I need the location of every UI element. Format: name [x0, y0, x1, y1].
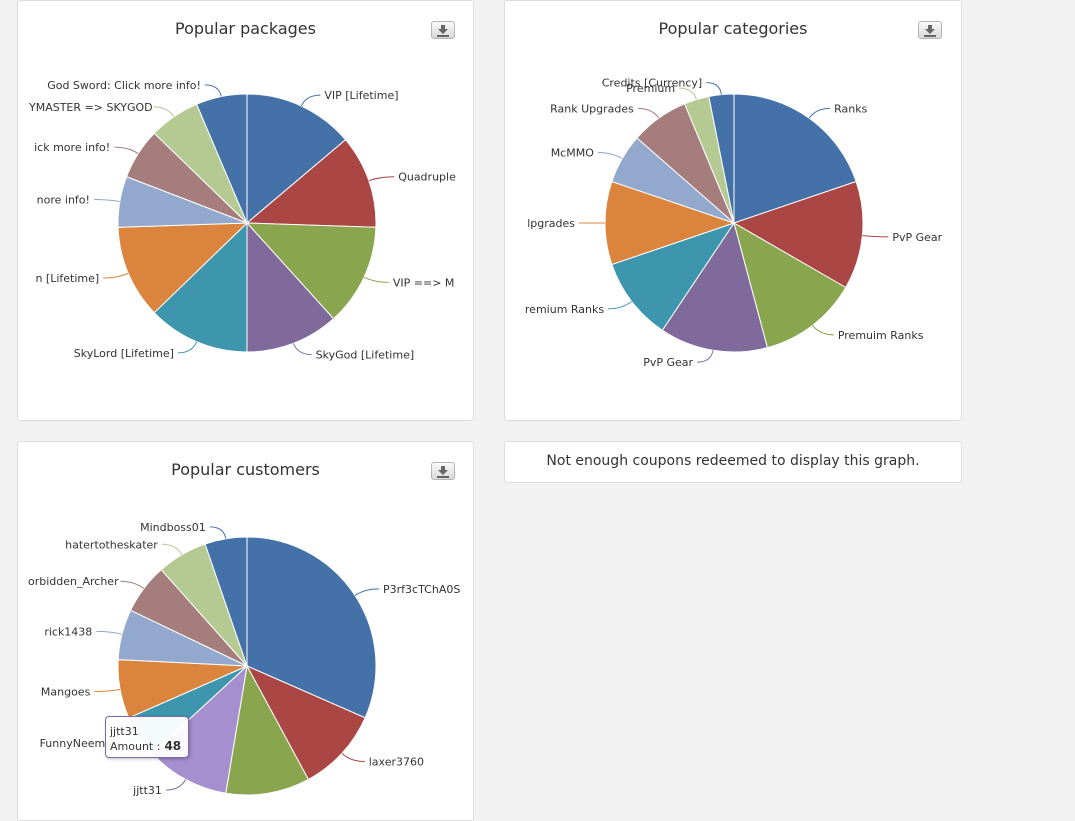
customers-label-4: FunnyNeems — [40, 737, 112, 750]
packages-slice-3[interactable] — [246, 221, 335, 353]
categories-label-7: Rank Upgrades — [550, 102, 634, 115]
packages-connector-5 — [103, 272, 129, 279]
customers-label-6: rick1438 — [44, 625, 92, 638]
categories-connector-6 — [597, 152, 623, 159]
categories-connector-8 — [679, 87, 698, 100]
download-icon — [437, 466, 449, 478]
packages-connector-3 — [292, 343, 312, 356]
packages-label-3: SkyGod [Lifetime] — [316, 349, 414, 362]
categories-slice-5[interactable] — [604, 180, 736, 266]
categories-connector-7 — [637, 107, 660, 119]
customers-label-1: laxer3760 — [369, 755, 424, 768]
customers-label-3: jjtt31 — [132, 784, 162, 797]
categories-label-9: Credits [Currency] — [602, 77, 702, 90]
customers-label-8: hatertotheskater — [65, 538, 158, 551]
categories-title: Popular categories — [658, 19, 808, 38]
packages-slice-2[interactable] — [245, 222, 377, 320]
customers-connector-8 — [161, 543, 183, 555]
packages-connector-4 — [177, 341, 198, 354]
packages-slice-0[interactable] — [246, 93, 347, 225]
tooltip-amount-label: Amount : — [110, 740, 161, 753]
tooltip-amount-row: Amount :48 — [110, 739, 188, 754]
packages-label-4: SkyLord [Lifetime] — [74, 347, 174, 360]
customers-label-7: orbidden_Archer — [28, 575, 119, 588]
customers-connector-9 — [209, 526, 227, 539]
packages-panel: Popular packages VIP [Lifetime] Quadruple… — [17, 0, 474, 421]
customers-connector-1 — [341, 753, 365, 762]
download-icon — [437, 25, 449, 37]
categories-label-3: PvP Gear — [643, 356, 693, 369]
categories-label-8: Premium — [626, 82, 675, 95]
packages-connector-2 — [363, 276, 389, 283]
packages-label-9: God Sword: Click more info! — [47, 79, 201, 92]
download-icon — [924, 25, 936, 37]
customers-label-0: P3rf3cTChA0S — [383, 583, 460, 596]
packages-connector-9 — [204, 84, 222, 97]
customers-connector-5 — [94, 688, 121, 693]
categories-label-5: lpgrades — [527, 217, 575, 230]
packages-label-5: n [Lifetime] — [35, 272, 99, 285]
categories-connector-9 — [706, 82, 722, 95]
customers-slice-2[interactable] — [225, 664, 310, 796]
categories-label-2: Premuim Ranks — [838, 329, 924, 342]
customers-title: Popular customers — [171, 460, 320, 479]
packages-connector-6 — [93, 199, 120, 203]
customers-connector-7 — [120, 580, 145, 589]
categories-slice-1[interactable] — [732, 180, 864, 289]
categories-label-0: Ranks — [834, 102, 867, 115]
packages-slice-1[interactable] — [245, 139, 377, 228]
packages-title: Popular packages — [175, 19, 316, 38]
coupons-empty-message: Not enough coupons redeemed to display t… — [546, 453, 920, 469]
customers-panel: Popular customers P3rf3cTChA0S laxer3760 j… — [17, 441, 474, 821]
packages-label-2: VIP ==> M — [393, 276, 455, 289]
packages-connector-8 — [153, 106, 175, 117]
packages-slice-5[interactable] — [117, 222, 249, 314]
customers-download-button[interactable] — [431, 462, 455, 480]
categories-panel: Popular categories Ranks PvP Gear Premuim … — [504, 0, 962, 421]
tooltip-amount-value: 48 — [164, 739, 182, 753]
coupons-panel: Not enough coupons redeemed to display t… — [504, 441, 962, 483]
categories-connector-3 — [697, 350, 714, 363]
customers-connector-0 — [354, 588, 380, 596]
categories-connector-1 — [862, 235, 889, 238]
packages-label-1: Quadruple — [398, 171, 456, 184]
categories-download-button[interactable] — [918, 21, 942, 39]
customers-label-9: Mindboss01 — [140, 521, 206, 534]
tooltip-name: jjtt31 — [110, 725, 139, 738]
categories-pie-chart: Ranks PvP Gear Premuim Ranks PvP Gear remium… — [525, 77, 943, 369]
categories-label-4: remium Ranks — [525, 303, 604, 316]
packages-slice-4[interactable] — [153, 221, 248, 353]
categories-slice-4[interactable] — [611, 222, 736, 331]
categories-slice-0[interactable] — [733, 93, 857, 224]
packages-connector-7 — [114, 146, 139, 155]
packages-label-7: ick more info! — [34, 141, 110, 154]
categories-connector-0 — [808, 107, 831, 119]
chart-tooltip: jjtt31 Amount :48 — [105, 716, 189, 758]
packages-connector-0 — [300, 94, 321, 107]
packages-label-0: VIP [Lifetime] — [324, 89, 398, 102]
categories-label-1: PvP Gear — [892, 231, 942, 244]
categories-label-6: McMMO — [551, 147, 595, 160]
packages-pie-chart: VIP [Lifetime] Quadruple VIP ==> M SkyGod [… — [28, 79, 456, 362]
packages-connector-1 — [368, 176, 395, 182]
categories-connector-4 — [608, 301, 632, 310]
packages-label-6: nore info! — [37, 194, 90, 207]
categories-connector-2 — [812, 325, 834, 336]
packages-download-button[interactable] — [431, 21, 455, 39]
packages-label-8: YMASTER => SKYGOD — [28, 101, 153, 114]
customers-connector-3 — [165, 779, 187, 791]
customers-slice-9[interactable] — [204, 536, 248, 667]
customers-pie-chart: P3rf3cTChA0Slaxer3760jjtt31FunnyNeemsMan… — [28, 521, 460, 797]
customers-connector-6 — [96, 630, 123, 635]
categories-slice-2[interactable] — [733, 221, 847, 349]
customers-label-5: Mangoes — [41, 686, 91, 699]
